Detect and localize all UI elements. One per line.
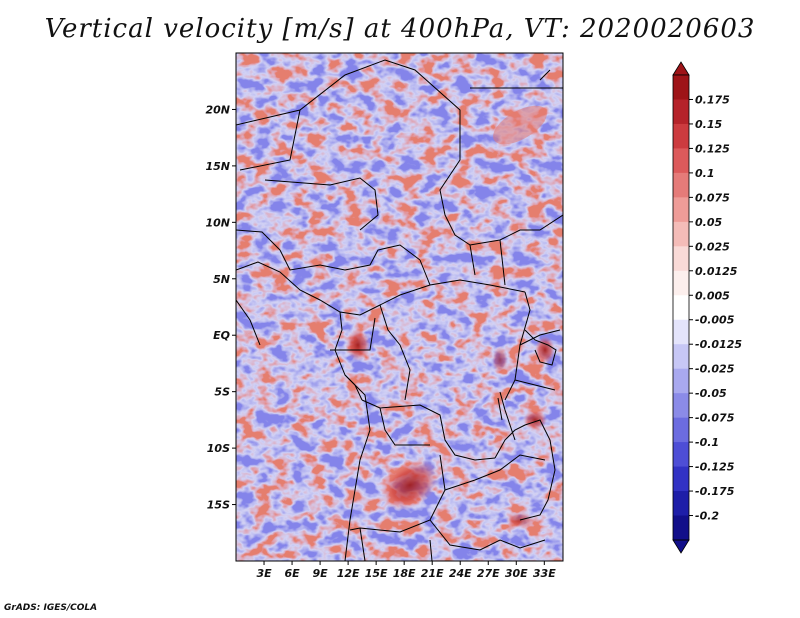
lat-tick-label: EQ — [213, 329, 230, 342]
colorbar-swatch — [673, 172, 689, 198]
colorbar-swatch — [673, 491, 689, 517]
lon-tick-label: 3E — [256, 567, 272, 580]
colorbar-swatch — [673, 417, 689, 443]
colorbar-max-arrow — [672, 61, 690, 76]
lon-tick-label: 12E — [337, 567, 360, 580]
colorbar-swatch — [673, 221, 689, 247]
colorbar-swatch — [673, 99, 689, 125]
colorbar-swatch — [673, 344, 689, 370]
colorbar-swatch — [673, 442, 689, 468]
lon-tick-label: 6E — [284, 567, 300, 580]
colorbar-swatch — [673, 197, 689, 223]
colorbar-label: 0.125 — [695, 142, 730, 155]
colorbar-label: -0.1 — [695, 436, 719, 449]
colorbar-swatch — [673, 515, 689, 541]
latitude-axis: 20N 15N 10N 5N EQ 5S 10S 15S — [205, 103, 236, 512]
colorbar-label: 0.05 — [695, 216, 722, 229]
colorbar-swatch — [673, 246, 689, 272]
colorbar: 0.175 0.15 0.125 0.1 0.075 0.05 0.025 0.0125 0.0… — [672, 61, 742, 554]
footer-credit: GrADS: IGES/COLA — [4, 603, 98, 613]
colorbar-label: 0.025 — [695, 240, 730, 253]
lat-tick-label: 5N — [213, 273, 230, 286]
lon-tick-label: 15E — [365, 567, 388, 580]
map-frame — [235, 52, 564, 562]
lat-tick-label: 15S — [207, 499, 230, 512]
colorbar-label: -0.025 — [695, 363, 735, 376]
country-borders — [236, 59, 563, 561]
colorbar-label: 0.175 — [695, 93, 730, 106]
lat-tick-label: 15N — [205, 160, 230, 173]
colorbar-label: 0.075 — [695, 191, 730, 204]
colorbar-swatch — [673, 270, 689, 296]
colorbar-swatch — [673, 319, 689, 345]
chart-title: Vertical velocity [m/s] at 400hPa, VT: 2… — [44, 14, 756, 44]
lat-tick-label: 10N — [205, 216, 230, 229]
colorbar-label: 0.0125 — [695, 265, 738, 278]
colorbar-label: -0.175 — [695, 485, 735, 498]
colorbar-swatch — [673, 368, 689, 394]
lon-tick-label: 27E — [477, 567, 500, 580]
colorbar-swatch — [673, 123, 689, 149]
colorbar-label: -0.0125 — [695, 338, 742, 351]
colorbar-swatch — [673, 393, 689, 419]
lon-tick-label: 33E — [533, 567, 556, 580]
longitude-axis: 3E 6E 9E 12E 15E 18E 21E 24E 27E 30E 33E — [256, 561, 556, 580]
velocity-field — [236, 53, 563, 561]
colorbar-min-arrow — [672, 539, 690, 554]
lat-tick-label: 20N — [205, 103, 230, 116]
colorbar-label: -0.005 — [695, 314, 735, 327]
lon-tick-label: 9E — [312, 567, 328, 580]
colorbar-swatch — [673, 148, 689, 174]
lat-tick-label: 10S — [207, 442, 230, 455]
lat-tick-label: 5S — [214, 386, 230, 399]
colorbar-label: 0.15 — [695, 118, 722, 131]
colorbar-label: -0.075 — [695, 412, 735, 425]
colorbar-label: 0.005 — [695, 289, 730, 302]
colorbar-label: -0.2 — [695, 510, 719, 523]
lon-tick-label: 21E — [421, 567, 444, 580]
colorbar-frame — [672, 74, 690, 541]
lon-tick-label: 30E — [505, 567, 528, 580]
lon-tick-label: 24E — [449, 567, 472, 580]
colorbar-swatch — [673, 75, 689, 100]
colorbar-label: -0.125 — [695, 461, 735, 474]
colorbar-swatch — [673, 466, 689, 492]
colorbar-label: -0.05 — [695, 387, 727, 400]
colorbar-swatch — [673, 295, 689, 321]
lon-tick-label: 18E — [393, 567, 416, 580]
colorbar-label: 0.1 — [695, 167, 715, 180]
